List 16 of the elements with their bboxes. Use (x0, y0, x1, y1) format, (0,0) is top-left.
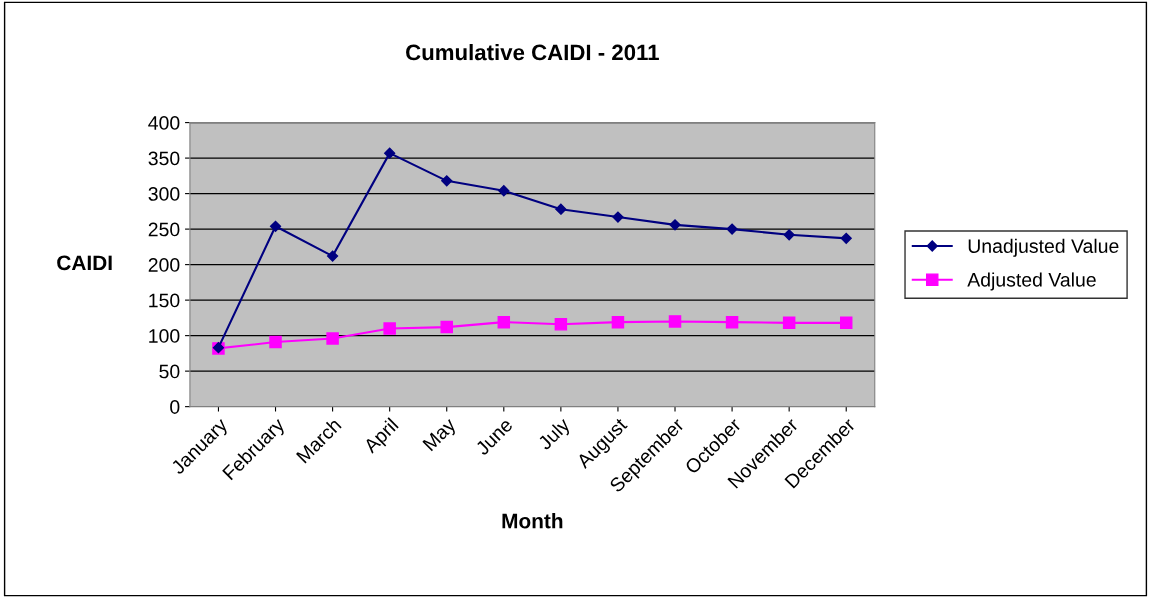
y-tick-label: 350 (148, 151, 180, 166)
y-tick-label: 50 (159, 364, 180, 379)
y-tick-label: 400 (148, 116, 180, 130)
x-axis-title: Month (502, 513, 563, 529)
x-tick-label: July (536, 416, 574, 454)
x-tick-label: May (422, 416, 460, 455)
legend-label: Adjusted Value (967, 272, 1096, 291)
y-tick-label: 300 (148, 187, 180, 201)
y-tick-label: 250 (148, 222, 180, 237)
y-tick-label: 200 (148, 258, 180, 272)
y-tick-label: 150 (149, 293, 180, 308)
y-tick-label: 0 (170, 400, 180, 414)
y-axis-title: CAIDI (57, 255, 112, 271)
y-tick-label: 100 (149, 329, 180, 343)
legend-label: Unadjusted Value (968, 238, 1119, 257)
chart-title: Cumulative CAIDI - 2011 (406, 43, 659, 61)
